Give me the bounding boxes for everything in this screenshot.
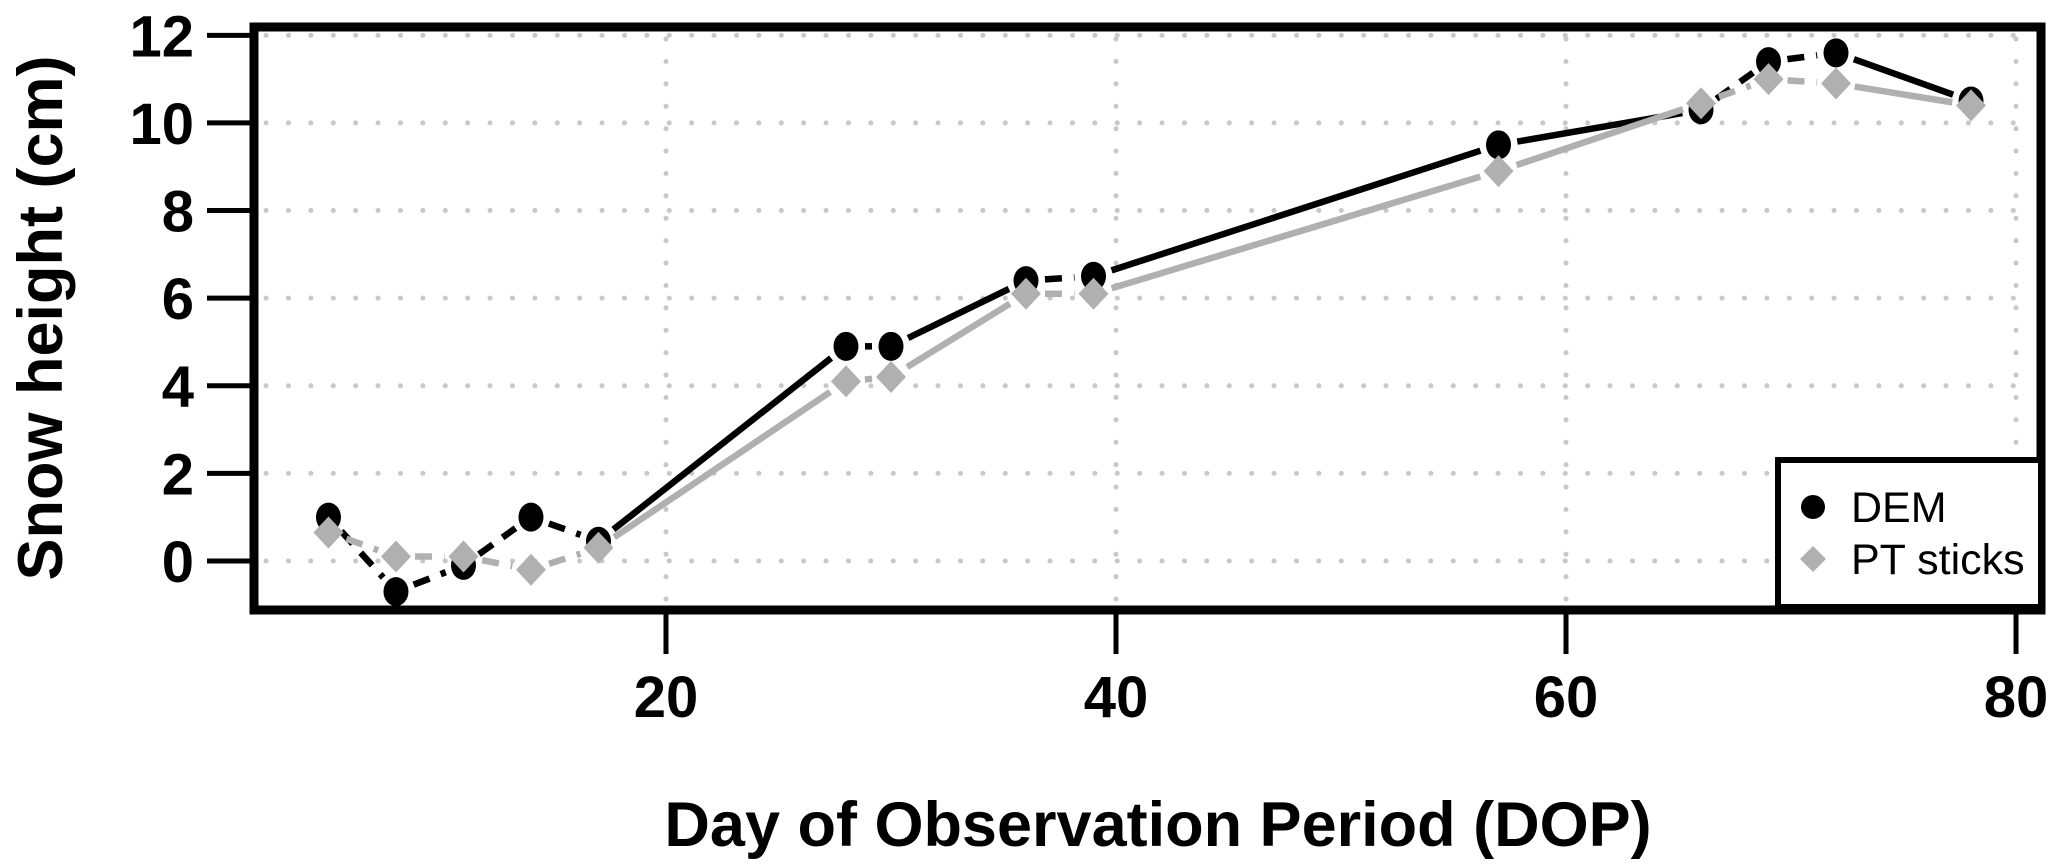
pt-sticks-point: [1686, 87, 1717, 120]
x-axis-title: Day of Observation Period (DOP): [664, 790, 1651, 860]
y-tick-label: 2: [162, 442, 194, 507]
segment: [1110, 173, 1482, 292]
pt-sticks-point: [1078, 277, 1109, 310]
dem-point: [518, 502, 544, 532]
dem-point: [833, 331, 859, 361]
segment: [1515, 106, 1685, 169]
segment: [1787, 77, 1818, 86]
y-tick-label: 4: [162, 355, 194, 420]
x-tick-label: 80: [1984, 665, 2049, 730]
pt-sticks-point: [583, 531, 614, 564]
series-layer: [313, 38, 1987, 607]
pt-sticks-point: [1010, 277, 1041, 310]
legend-marker-diamond: [1800, 546, 1826, 572]
pt-sticks-point: [1821, 67, 1852, 100]
series-dem: [315, 38, 1984, 607]
legend-box: [1775, 457, 2044, 610]
x-tick-label: 40: [1084, 665, 1149, 730]
pt-sticks-point: [1753, 63, 1784, 96]
dem-point: [878, 331, 904, 361]
series-pt-sticks: [313, 63, 1987, 586]
segment: [481, 557, 513, 570]
pt-sticks-point: [313, 516, 344, 549]
dem-point: [1486, 130, 1512, 160]
plot-frame: [249, 22, 2046, 615]
segment: [612, 389, 833, 540]
segment: [611, 355, 834, 533]
segment: [477, 525, 518, 557]
x-tick-label: 20: [634, 665, 699, 730]
legend-item-label: DEM: [1851, 484, 1947, 532]
y-tick-label: 10: [129, 92, 194, 157]
legend-marker-circle: [1801, 495, 1825, 519]
dem-point: [1080, 261, 1106, 291]
tick-layer: 0 2 4 6 8 10 12 20 40 60 80: [129, 4, 2048, 730]
pt-sticks-point: [1483, 155, 1514, 188]
segment: [1852, 56, 1955, 98]
legend-item-label: PT sticks: [1851, 536, 2025, 584]
y-tick-label: 6: [162, 267, 194, 332]
pt-sticks-point: [515, 553, 546, 586]
segment: [548, 550, 582, 567]
dem-point: [383, 577, 409, 607]
segment: [864, 375, 873, 383]
segment: [1717, 82, 1752, 100]
segment: [906, 286, 1011, 341]
segment: [412, 569, 447, 588]
x-tick-label: 60: [1534, 665, 1599, 730]
dem-point: [1756, 47, 1782, 77]
pt-sticks-point: [875, 360, 906, 393]
pt-sticks-point: [448, 540, 479, 573]
pt-sticks-point: [1956, 89, 1987, 122]
pt-sticks-point: [380, 540, 411, 573]
y-tick-label: 8: [162, 180, 194, 245]
y-axis-title: Snow height (cm): [6, 56, 76, 581]
segment: [1044, 274, 1075, 283]
segment: [1110, 147, 1482, 274]
segment: [905, 300, 1012, 370]
y-tick-label: 12: [129, 4, 194, 69]
y-tick-label: 0: [162, 530, 194, 595]
segment: [547, 520, 582, 538]
pt-sticks-point: [830, 365, 861, 398]
dem-point: [1823, 38, 1849, 68]
segment: [1786, 52, 1818, 63]
segment: [1854, 83, 1953, 106]
segment: [345, 535, 380, 554]
